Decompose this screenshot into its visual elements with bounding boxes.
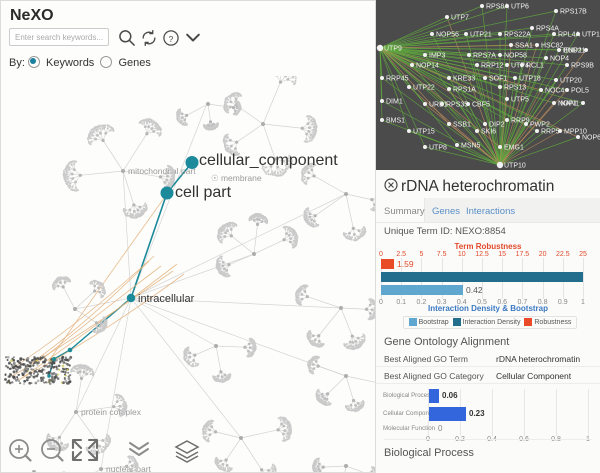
svg-text:protein complex: protein complex (81, 407, 142, 417)
svg-text:mitochondrial part: mitochondrial part (128, 166, 196, 176)
svg-text:?: ? (169, 34, 174, 44)
